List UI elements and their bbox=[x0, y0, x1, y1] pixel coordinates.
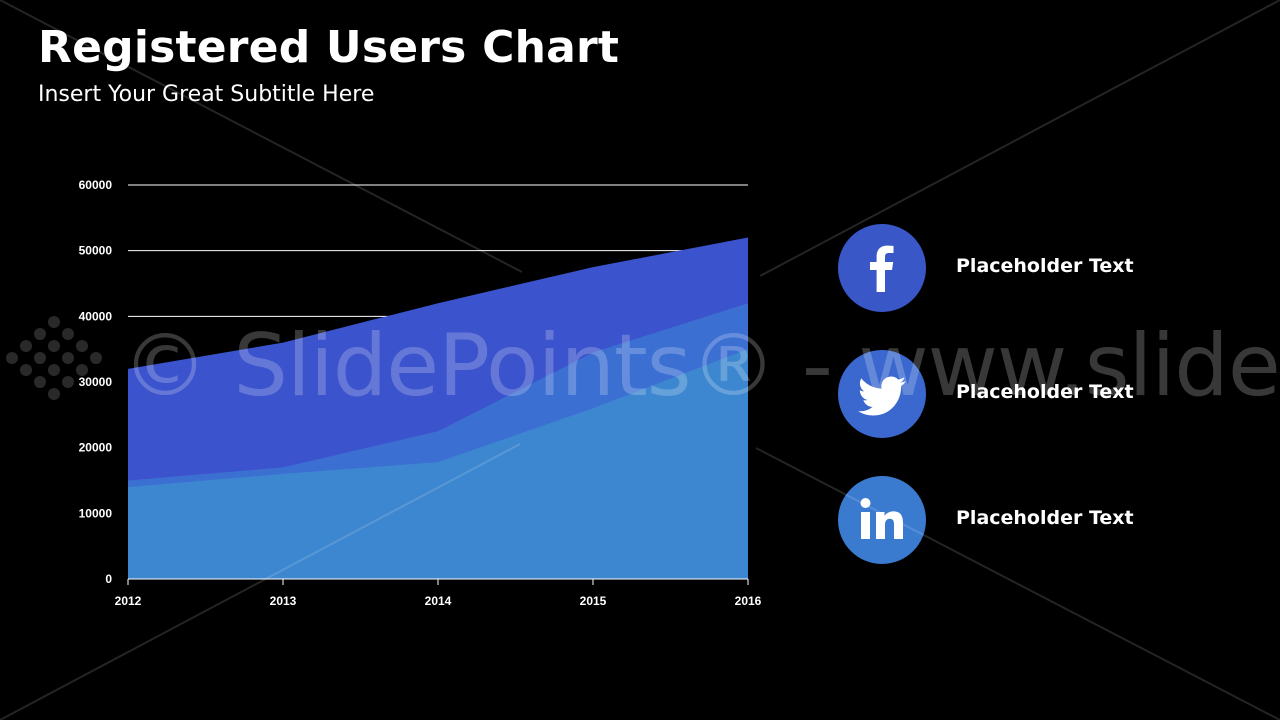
slide-title: Registered Users Chart bbox=[38, 22, 620, 73]
linkedin-icon[interactable] bbox=[838, 476, 926, 564]
x-tick-label: 2015 bbox=[580, 594, 607, 608]
y-tick-label: 20000 bbox=[79, 441, 113, 455]
social-label-twitter: Placeholder Text bbox=[956, 381, 1134, 403]
y-tick-label: 60000 bbox=[79, 178, 113, 192]
x-tick-label: 2013 bbox=[270, 594, 297, 608]
x-tick-label: 2012 bbox=[115, 594, 142, 608]
registered-users-area-chart: 0 10000 20000 30000 40000 50000 60000 2012 2013 2… bbox=[79, 178, 762, 608]
y-tick-label: 0 bbox=[105, 572, 112, 586]
x-tick-label: 2016 bbox=[735, 594, 762, 608]
y-tick-label: 10000 bbox=[79, 506, 113, 520]
social-item-linkedin: Placeholder Text bbox=[838, 476, 1238, 564]
y-tick-label: 40000 bbox=[79, 309, 113, 323]
slide-subtitle: Insert Your Great Subtitle Here bbox=[38, 82, 375, 107]
facebook-icon[interactable] bbox=[838, 224, 926, 312]
social-item-facebook: Placeholder Text bbox=[838, 224, 1238, 312]
twitter-icon[interactable] bbox=[838, 350, 926, 438]
social-item-twitter: Placeholder Text bbox=[838, 350, 1238, 438]
area-series-3 bbox=[128, 349, 748, 579]
y-tick-label: 30000 bbox=[79, 375, 113, 389]
y-tick-label: 50000 bbox=[79, 244, 113, 258]
social-label-facebook: Placeholder Text bbox=[956, 255, 1134, 277]
social-label-linkedin: Placeholder Text bbox=[956, 507, 1134, 529]
x-tick-label: 2014 bbox=[425, 594, 452, 608]
